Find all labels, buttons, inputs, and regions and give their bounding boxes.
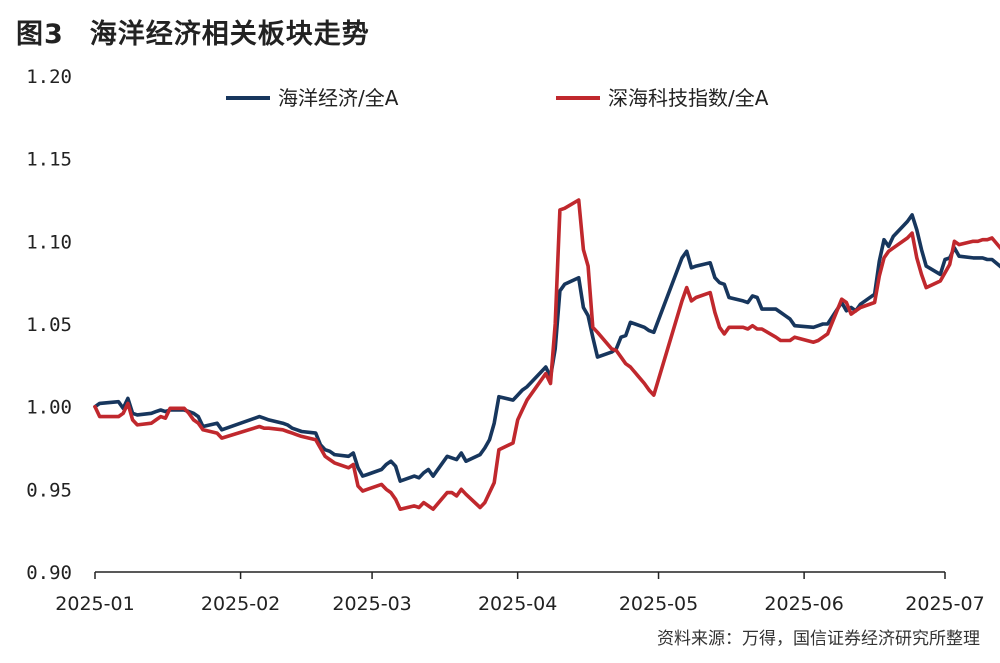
x-tick-label: 2025-05 <box>619 593 698 615</box>
y-tick-label: 1.05 <box>26 314 72 336</box>
x-tick-label: 2025-07 <box>905 593 984 615</box>
legend-label-1: 海洋经济/全A <box>278 86 399 110</box>
source-note: 资料来源：万得，国信证券经济研究所整理 <box>657 629 980 649</box>
y-tick-label: 1.00 <box>26 397 72 419</box>
x-tick-label: 2025-04 <box>478 593 557 615</box>
series-line-2 <box>93 198 1000 512</box>
x-tick-label: 2025-01 <box>55 593 134 615</box>
y-tick-label: 0.90 <box>26 562 72 584</box>
y-tick-label: 0.95 <box>26 479 72 501</box>
figure-title: 图3 海洋经济相关板块走势 <box>16 12 370 51</box>
y-tick-label: 1.20 <box>26 66 72 88</box>
figure-number: 图3 <box>16 19 64 50</box>
series-line-1 <box>93 213 1000 483</box>
legend-label-2: 深海科技指数/全A <box>608 86 769 110</box>
y-tick-label: 1.15 <box>26 149 72 171</box>
y-tick-label: 1.10 <box>26 231 72 253</box>
figure-title-text: 海洋经济相关板块走势 <box>89 19 370 50</box>
x-tick-label: 2025-02 <box>201 593 280 615</box>
x-tick-label: 2025-03 <box>332 593 411 615</box>
x-tick-label: 2025-06 <box>764 593 843 615</box>
